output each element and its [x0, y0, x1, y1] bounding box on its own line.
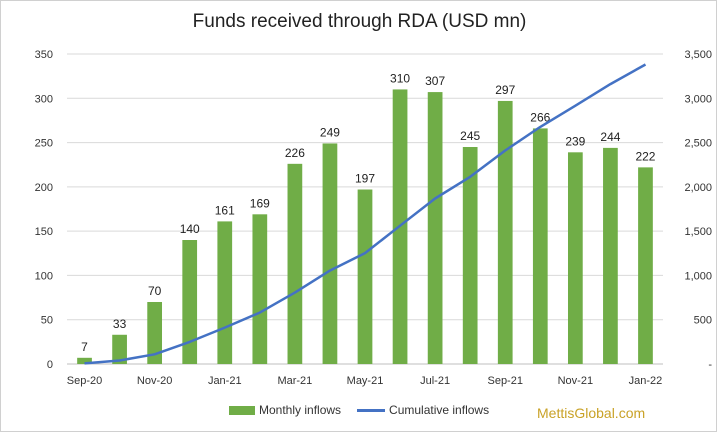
y-left-tick-label: 150	[35, 226, 53, 238]
bar-data-label: 249	[320, 125, 340, 139]
y-left-tick-label: 200	[35, 182, 53, 194]
y-right-tick-label: 500	[694, 315, 712, 327]
y-left-tick-label: 350	[35, 49, 53, 61]
y-left-tick-label: 250	[35, 138, 53, 150]
x-tick-label: Sep-21	[487, 375, 522, 387]
y-right-tick-label: 1,000	[684, 270, 712, 282]
bar-data-label: 169	[250, 196, 270, 210]
bar	[217, 221, 233, 364]
legend-label-line: Cumulative inflows	[389, 403, 490, 417]
y-right-tick-label: 3,000	[684, 93, 712, 105]
bar-data-label: 140	[180, 222, 200, 236]
bar-data-label: 245	[460, 129, 480, 143]
bar	[427, 92, 443, 364]
bar-data-label: 297	[495, 83, 515, 97]
bar-data-label: 222	[635, 149, 655, 163]
chart-legend: Monthly inflows Cumulative inflows	[229, 401, 505, 419]
legend-label-bar: Monthly inflows	[259, 403, 342, 417]
y-right-tick-label: 2,000	[684, 182, 712, 194]
x-tick-label: Nov-20	[137, 375, 172, 387]
bar-data-label: 197	[355, 172, 375, 186]
y-right-tick-label: -	[708, 359, 712, 371]
y-left-tick-label: 50	[41, 315, 53, 327]
legend-item-bar: Monthly inflows	[229, 403, 341, 417]
bar-data-label: 266	[530, 110, 550, 124]
bar	[497, 100, 513, 364]
bar-data-label: 244	[600, 130, 620, 144]
legend-swatch-bar	[229, 405, 255, 415]
legend-swatch-line	[357, 408, 386, 412]
bar	[182, 240, 198, 364]
bar-data-label: 70	[148, 284, 162, 298]
y-left-tick-label: 100	[35, 270, 53, 282]
chart-title: Funds received through RDA (USD mn)	[192, 11, 527, 32]
bar	[147, 302, 163, 364]
bar-data-label: 239	[565, 134, 585, 148]
bar	[532, 128, 548, 364]
bar	[462, 147, 478, 364]
y-right-tick-label: 3,500	[684, 49, 712, 61]
bar-data-label: 226	[285, 146, 305, 160]
bar-data-label: 310	[390, 71, 410, 85]
y-right-tick-label: 1,500	[684, 226, 712, 238]
y-right-tick-label: 2,500	[684, 138, 712, 150]
series-line-cumulative	[84, 63, 647, 365]
bar-data-label: 307	[425, 74, 445, 88]
bar	[322, 143, 338, 364]
bar	[112, 334, 127, 364]
bar-data-label: 33	[113, 317, 127, 331]
x-tick-label: Sep-20	[67, 375, 102, 387]
x-tick-label: May-21	[347, 375, 384, 387]
bar-data-label: 7	[81, 340, 88, 354]
bar	[603, 147, 618, 364]
legend-item-line: Cumulative inflows	[357, 403, 489, 417]
x-tick-label: Jan-22	[629, 375, 663, 387]
y-left-tick-label: 0	[47, 359, 53, 371]
y-left-tick-label: 300	[35, 93, 53, 105]
bar-data-label: 161	[215, 203, 235, 217]
bar	[357, 189, 373, 364]
bar	[252, 214, 268, 364]
bar	[287, 163, 303, 364]
x-tick-label: Jan-21	[208, 375, 242, 387]
bar	[638, 167, 653, 364]
bar	[77, 357, 92, 364]
x-tick-label: Nov-21	[558, 375, 593, 387]
x-tick-label: Jul-21	[420, 375, 450, 387]
bar	[567, 152, 583, 364]
x-tick-label: Mar-21	[277, 375, 312, 387]
brand-watermark: MettisGlobal.com	[537, 405, 646, 421]
